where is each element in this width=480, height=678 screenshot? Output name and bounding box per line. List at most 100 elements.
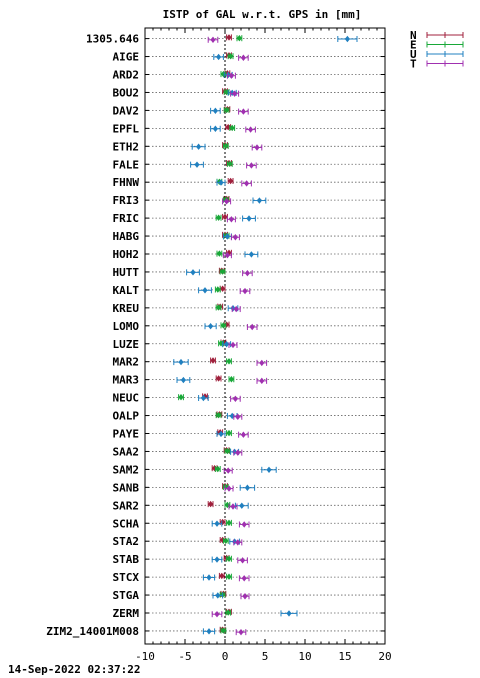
marker xyxy=(178,358,184,366)
marker xyxy=(194,161,200,168)
marker xyxy=(214,556,220,563)
point-e xyxy=(214,286,221,293)
point-t xyxy=(238,54,249,61)
point-u xyxy=(212,592,224,599)
station-label: SAR2 xyxy=(113,499,140,512)
point-u xyxy=(173,358,189,366)
point-u xyxy=(186,269,200,276)
marker xyxy=(241,521,247,528)
point-t xyxy=(246,162,257,169)
point-t xyxy=(256,359,268,367)
station-label: AIGE xyxy=(113,51,140,64)
marker xyxy=(244,484,250,491)
point-t xyxy=(228,341,238,349)
point-e xyxy=(215,304,222,311)
station-label: FRI3 xyxy=(113,194,140,207)
x-tick-label: 0 xyxy=(222,650,229,663)
point-e xyxy=(223,106,230,114)
point-u xyxy=(239,484,256,491)
point-e xyxy=(226,429,232,437)
marker xyxy=(224,106,230,114)
marker xyxy=(200,394,206,402)
point-t xyxy=(242,269,253,277)
station-label: KALT xyxy=(113,284,140,297)
marker xyxy=(216,304,222,311)
marker xyxy=(242,593,248,600)
x-tick-label: 5 xyxy=(262,650,269,663)
marker xyxy=(223,142,229,150)
station-label: STA2 xyxy=(113,535,140,548)
timestamp: 14-Sep-2022 02:37:22 xyxy=(8,663,140,676)
x-tick-label: -5 xyxy=(178,650,191,663)
point-t xyxy=(238,521,250,528)
marker xyxy=(210,357,216,364)
plot-frame xyxy=(144,27,386,645)
point-n xyxy=(219,285,226,292)
point-u xyxy=(226,412,238,420)
marker xyxy=(226,34,232,41)
point-u xyxy=(198,287,212,294)
point-t xyxy=(222,252,232,259)
marker xyxy=(228,376,234,383)
marker xyxy=(210,36,216,43)
point-t xyxy=(233,413,243,420)
point-t xyxy=(241,180,252,187)
point-e xyxy=(226,519,232,527)
point-t xyxy=(233,449,243,456)
marker xyxy=(259,359,265,367)
marker xyxy=(216,250,222,257)
marker xyxy=(196,143,202,150)
marker xyxy=(224,198,230,205)
legend-label: U xyxy=(410,48,417,61)
point-u xyxy=(176,376,191,384)
marker xyxy=(202,287,208,294)
marker xyxy=(240,431,246,438)
point-e xyxy=(178,394,184,401)
point-t xyxy=(224,485,234,492)
marker xyxy=(228,216,234,223)
station-label: ZIM2_14001M008 xyxy=(46,625,139,638)
point-t xyxy=(226,72,236,79)
station-label: KREU xyxy=(113,302,140,315)
marker xyxy=(244,269,250,277)
marker xyxy=(214,520,220,527)
marker xyxy=(216,53,222,61)
marker xyxy=(256,197,262,204)
marker xyxy=(212,125,218,132)
station-label: PAYE xyxy=(113,428,140,441)
point-e xyxy=(236,35,243,42)
marker xyxy=(215,465,221,473)
marker xyxy=(220,285,226,292)
marker xyxy=(238,628,244,636)
marker xyxy=(222,213,228,221)
station-label: EPFL xyxy=(113,122,140,135)
marker xyxy=(230,341,236,349)
marker xyxy=(232,395,238,402)
point-t xyxy=(239,287,251,295)
point-e xyxy=(215,214,222,221)
marker xyxy=(230,503,236,510)
station-label: OALP xyxy=(113,410,140,423)
point-t xyxy=(230,395,241,402)
point-u xyxy=(261,466,277,473)
marker xyxy=(216,411,222,419)
point-t xyxy=(245,126,256,133)
point-e xyxy=(228,376,235,383)
point-u xyxy=(210,125,221,132)
marker xyxy=(226,519,232,527)
point-u xyxy=(202,628,216,635)
marker xyxy=(226,573,232,580)
station-label: SCHA xyxy=(113,517,140,530)
marker xyxy=(248,162,254,169)
station-label: MAR3 xyxy=(113,374,140,387)
point-u xyxy=(190,161,204,168)
marker xyxy=(246,215,252,222)
point-u xyxy=(222,340,232,348)
point-n xyxy=(215,375,222,382)
marker xyxy=(232,234,238,241)
point-n xyxy=(218,572,225,580)
marker xyxy=(228,72,234,79)
marker xyxy=(235,449,241,456)
